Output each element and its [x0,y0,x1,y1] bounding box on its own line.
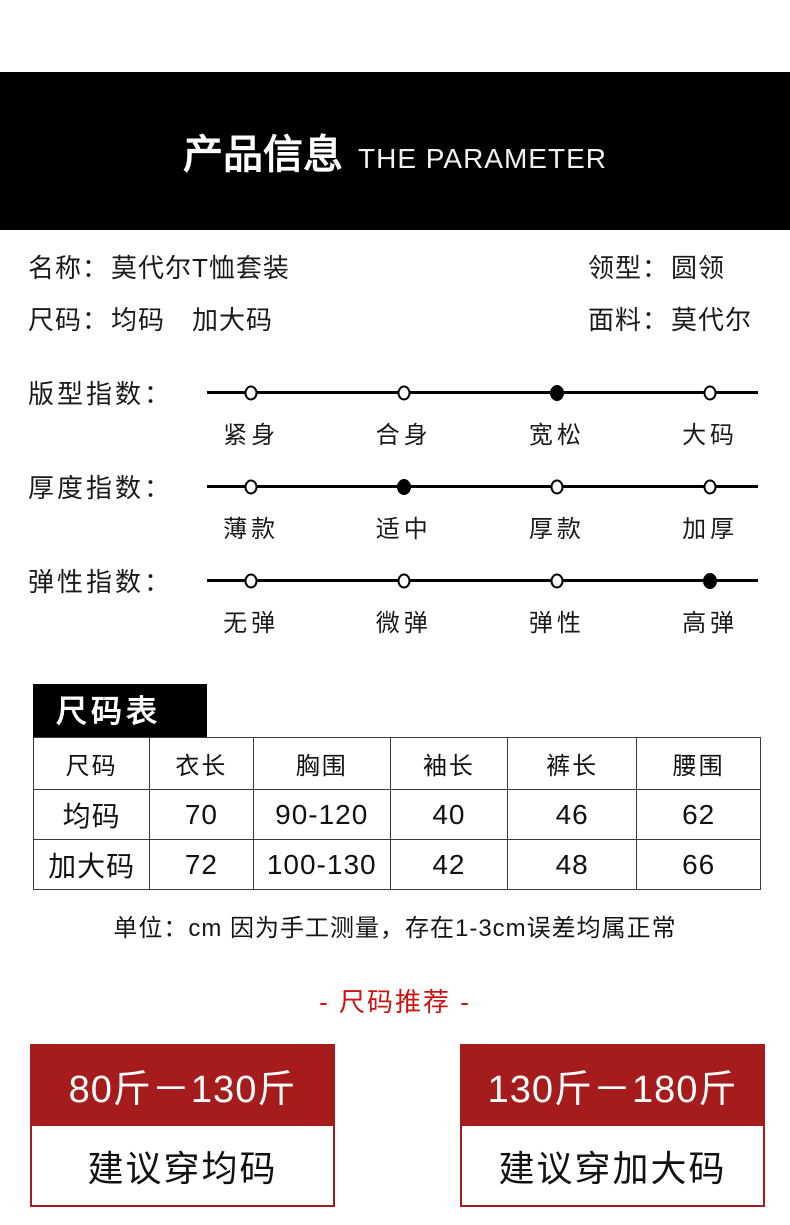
slider-dot [703,385,717,401]
attr-size-value: 均码 加大码 [111,305,274,335]
index-sliders: 版型指数： 紧身 合身 宽松 大码厚度指数： 薄款 适中 厚款 加厚弹性指数： 无弹 微弹 弹性 高弹 [0,360,790,642]
slider-option-label: 微弹 [375,610,432,637]
table-cell: 46 [506,789,638,840]
slider-title: 版型指数： [28,379,174,409]
slider-option-label: 大码 [682,422,739,449]
slider-dot [550,573,564,589]
table-header-cell: 袖长 [389,737,508,790]
table-cell: 70 [149,789,254,840]
table-cell: 均码 [32,789,151,840]
slider-track: 薄款 适中 厚款 加厚 [207,454,758,548]
attr-name-value: 莫代尔T恤套装 [111,253,290,283]
size-table: 尺码 衣长 胸围 袖长 裤长 腰围 均码 70 90-120 40 46 62 加大码 72 100-130… [32,737,761,890]
attr-name: 名称：莫代尔T恤套装 [28,248,290,285]
slider-dot [550,479,564,495]
table-header-cell: 裤长 [506,737,638,790]
attr-size: 尺码：均码 加大码 [28,300,273,337]
slider-option-label: 弹性 [528,610,585,637]
recommendation-card: 80斤－130斤 建议穿均码 [30,1044,335,1207]
size-advice: 建议穿均码 [30,1126,335,1207]
table-cell: 62 [636,789,761,840]
page-subtitle: THE PARAMETER [358,143,607,174]
slider-row-1: 厚度指数： 薄款 适中 厚款 加厚 [0,454,790,548]
table-row: 均码 70 90-120 40 46 62 [32,789,761,840]
table-header-row: 尺码 衣长 胸围 袖长 裤长 腰围 [32,737,761,790]
section-header-banner: 产品信息 THE PARAMETER [0,72,790,230]
slider-option-label: 厚款 [528,516,585,543]
table-header-cell: 腰围 [636,737,761,790]
table-cell: 66 [636,839,761,890]
slider-dot [244,385,258,401]
slider-dot [244,479,258,495]
table-cell: 42 [389,839,508,890]
slider-option-label: 薄款 [223,516,280,543]
attr-fabric-label: 面料： [588,305,670,335]
slider-row-2: 弹性指数： 无弹 微弹 弹性 高弹 [0,548,790,642]
table-cell: 40 [389,789,508,840]
slider-title: 弹性指数： [28,567,174,597]
banner-title: 产品信息 THE PARAMETER [183,122,607,180]
slider-option-label: 高弹 [682,610,739,637]
slider-dot-selected [549,385,564,401]
table-cell: 72 [149,839,254,890]
slider-option-label: 无弹 [223,610,280,637]
slider-line [207,391,758,394]
table-cell: 加大码 [32,839,151,890]
attr-size-label: 尺码： [28,305,110,335]
slider-option-label: 宽松 [528,422,585,449]
slider-title: 厚度指数： [28,473,174,503]
table-cell: 90-120 [252,789,391,840]
table-header-cell: 尺码 [32,737,151,790]
attr-fabric-value: 莫代尔 [671,305,753,335]
attr-collar: 领型：圆领 [588,248,725,285]
slider-option-label: 紧身 [223,422,280,449]
size-recommendation-heading: - 尺码推荐 - [319,987,471,1017]
measurement-note: 单位：cm 因为手工测量，存在1-3cm误差均属正常 [113,915,677,942]
slider-dot-selected [703,573,718,589]
slider-track: 紧身 合身 宽松 大码 [207,360,758,454]
slider-dot [703,479,717,495]
table-row: 加大码 72 100-130 42 48 66 [32,839,761,890]
slider-option-label: 加厚 [682,516,739,543]
attr-fabric: 面料：莫代尔 [588,300,752,337]
size-table-tag: 尺码表 [33,684,207,737]
slider-dot [244,573,258,589]
attr-collar-label: 领型： [588,253,670,283]
weight-range: 130斤－180斤 [460,1044,765,1126]
page-title: 产品信息 [183,133,344,177]
slider-dot [397,385,411,401]
table-cell: 100-130 [252,839,391,890]
slider-row-0: 版型指数： 紧身 合身 宽松 大码 [0,360,790,454]
weight-range: 80斤－130斤 [30,1044,335,1126]
slider-dot [397,573,411,589]
slider-line [207,579,758,582]
table-header-cell: 衣长 [149,737,254,790]
attr-collar-value: 圆领 [671,253,726,283]
attr-name-label: 名称： [28,253,110,283]
slider-line [207,485,758,488]
table-header-cell: 胸围 [252,737,391,790]
slider-option-label: 合身 [375,422,432,449]
size-advice: 建议穿加大码 [460,1126,765,1207]
table-cell: 48 [506,839,638,890]
recommendation-card: 130斤－180斤 建议穿加大码 [460,1044,765,1207]
slider-track: 无弹 微弹 弹性 高弹 [207,548,758,642]
slider-option-label: 适中 [375,516,432,543]
slider-dot-selected [396,479,411,495]
